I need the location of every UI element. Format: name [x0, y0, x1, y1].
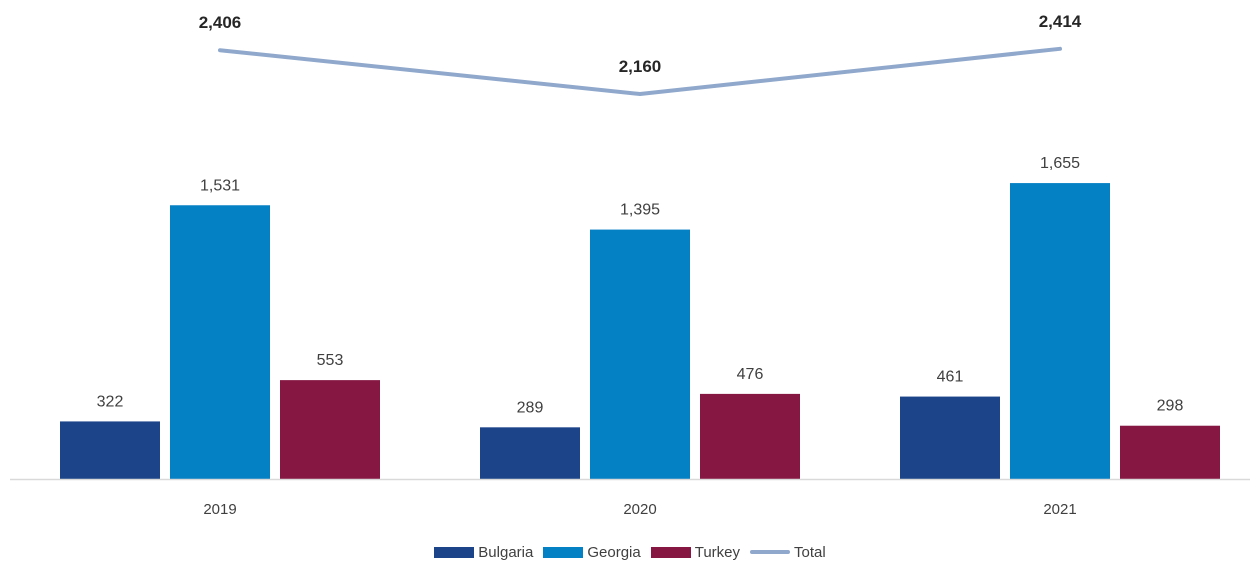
line-total	[218, 46, 1062, 96]
x-tick-label-2021: 2021	[1043, 501, 1076, 518]
legend-label-turkey: Turkey	[694, 543, 741, 561]
bar-label-bulgaria-2019: 322	[97, 393, 124, 410]
bar-bulgaria-2021	[900, 396, 1000, 479]
line-label-total-2020: 2,160	[619, 57, 662, 76]
line-label-total-2019: 2,406	[199, 13, 242, 32]
x-axis: 2019 2020 2021	[10, 478, 1250, 518]
bar-turkey-2019	[280, 380, 380, 479]
legend-swatch-total	[750, 550, 791, 554]
bar-georgia-2021	[1010, 183, 1110, 479]
bar-label-bulgaria-2021: 461	[937, 369, 964, 386]
bar-label-georgia-2021: 1,655	[1040, 155, 1080, 172]
bar-label-georgia-2019: 1,531	[200, 177, 240, 194]
x-tick-label-2020: 2020	[623, 501, 656, 518]
bar-turkey-2020	[700, 393, 800, 479]
legend-swatch-georgia	[543, 546, 584, 558]
bar-label-turkey-2021: 298	[1157, 398, 1184, 415]
bar-georgia-2019	[170, 205, 270, 479]
legend-item-georgia: Georgia	[543, 543, 641, 561]
x-tick-label-2019: 2019	[203, 501, 236, 518]
legend-swatch-turkey	[650, 546, 691, 558]
bar-label-bulgaria-2020: 289	[517, 399, 544, 416]
legend-item-turkey: Turkey	[650, 543, 741, 561]
bar-georgia-2020	[590, 229, 690, 479]
line-label-total-2021: 2,414	[1039, 12, 1082, 31]
bar-bulgaria-2020	[480, 427, 580, 479]
data-labels-layer: 322 1,531 553 289 1,395 476 461 1,655 298 2,406 2,…	[97, 12, 1184, 417]
bar-label-turkey-2020: 476	[737, 366, 764, 383]
bar-label-georgia-2020: 1,395	[620, 202, 660, 219]
legend-item-total: Total	[750, 544, 826, 561]
legend-label-bulgaria: Bulgaria	[478, 543, 534, 561]
legend-label-georgia: Georgia	[587, 543, 641, 561]
legend-swatch-bulgaria	[434, 546, 475, 558]
legend-item-bulgaria: Bulgaria	[434, 544, 533, 561]
bar-label-turkey-2019: 553	[317, 352, 344, 369]
legend-label-total: Total	[794, 543, 826, 561]
legend: Bulgaria Georgia Turkey Total	[0, 540, 1260, 564]
total-line-layer	[218, 46, 1062, 96]
bars-layer	[60, 183, 1220, 479]
bar-turkey-2021	[1120, 425, 1220, 479]
bar-bulgaria-2019	[60, 421, 160, 479]
